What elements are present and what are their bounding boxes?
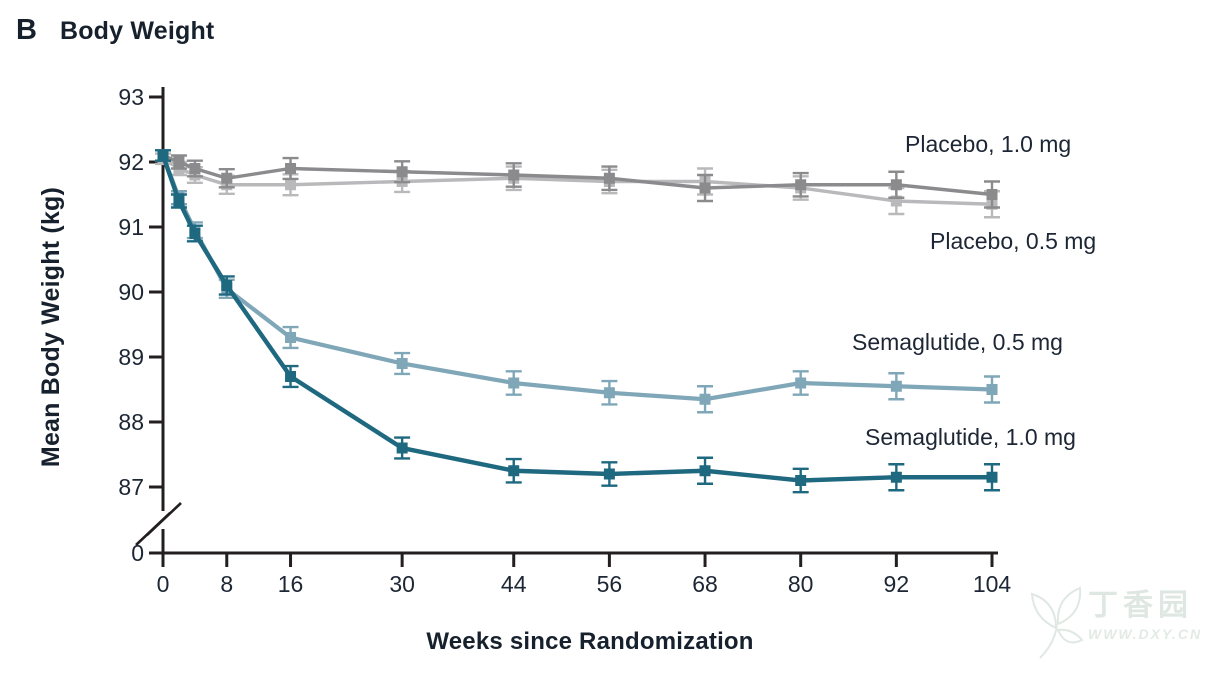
data-point-marker — [603, 468, 615, 480]
x-tick-label: 104 — [972, 571, 1012, 597]
x-tick-label: 30 — [389, 571, 415, 597]
data-point-marker — [221, 280, 233, 291]
x-tick-label: 68 — [692, 571, 718, 597]
data-point-marker — [795, 179, 807, 191]
y-tick-label: 91 — [118, 214, 144, 240]
data-point-marker — [508, 465, 520, 477]
x-tick-label: 92 — [883, 571, 910, 597]
data-point-marker — [890, 195, 902, 207]
x-tick-label: 44 — [500, 571, 527, 597]
data-point-marker — [396, 442, 408, 454]
data-point-marker — [603, 387, 615, 399]
data-point-marker — [699, 182, 711, 194]
series-label-semaglutide-0-5: Semaglutide, 0.5 mg — [852, 329, 1063, 355]
x-tick-label: 80 — [787, 571, 814, 597]
data-point-marker — [221, 172, 233, 184]
series-label-placebo-0-5: Placebo, 0.5 mg — [930, 228, 1097, 254]
series-label-semaglutide-1-0: Semaglutide, 1.0 mg — [865, 424, 1076, 450]
x-tick-label: 0 — [156, 571, 170, 597]
panel-letter: B — [16, 14, 38, 46]
x-tick-label: 8 — [220, 571, 234, 597]
data-point-marker — [603, 172, 615, 184]
y-axis-break-icon — [135, 502, 182, 546]
panel-title-text: Body Weight — [59, 17, 215, 45]
data-point-marker — [396, 166, 408, 178]
data-point-marker — [189, 163, 201, 174]
data-point-marker — [173, 195, 185, 207]
y-tick-label: 87 — [118, 474, 144, 500]
y-tick-label: 89 — [118, 344, 144, 370]
data-point-marker — [795, 475, 807, 486]
data-point-marker — [189, 228, 201, 239]
data-point-marker — [285, 371, 297, 382]
data-point-marker — [986, 189, 998, 200]
y-tick-label: 88 — [118, 409, 144, 435]
data-point-marker — [285, 179, 297, 191]
data-point-marker — [890, 179, 902, 191]
y-tick-label: 93 — [118, 84, 144, 110]
data-point-marker — [986, 471, 998, 483]
panel-title: B Body Weight — [16, 14, 214, 47]
data-point-marker — [699, 393, 711, 405]
data-point-marker — [508, 377, 520, 389]
x-tick-label: 56 — [596, 571, 623, 597]
data-point-marker — [508, 169, 520, 181]
y-tick-label-origin: 0 — [131, 540, 144, 566]
x-tick-label: 16 — [277, 571, 304, 597]
data-point-marker — [285, 163, 297, 174]
y-tick-label: 90 — [118, 279, 144, 305]
data-point-marker — [173, 156, 185, 168]
data-point-marker — [157, 150, 169, 161]
x-axis-title: Weeks since Randomization — [426, 628, 754, 655]
data-point-marker — [986, 384, 998, 395]
y-tick-label: 92 — [118, 149, 144, 175]
data-point-marker — [396, 358, 408, 369]
data-point-marker — [890, 380, 902, 392]
data-point-marker — [795, 377, 807, 389]
series-line — [161, 154, 993, 402]
series-label-placebo-1-0: Placebo, 1.0 mg — [905, 131, 1072, 157]
data-point-marker — [699, 465, 711, 477]
data-point-marker — [890, 471, 902, 483]
axes — [161, 87, 998, 555]
data-point-marker — [285, 332, 297, 343]
